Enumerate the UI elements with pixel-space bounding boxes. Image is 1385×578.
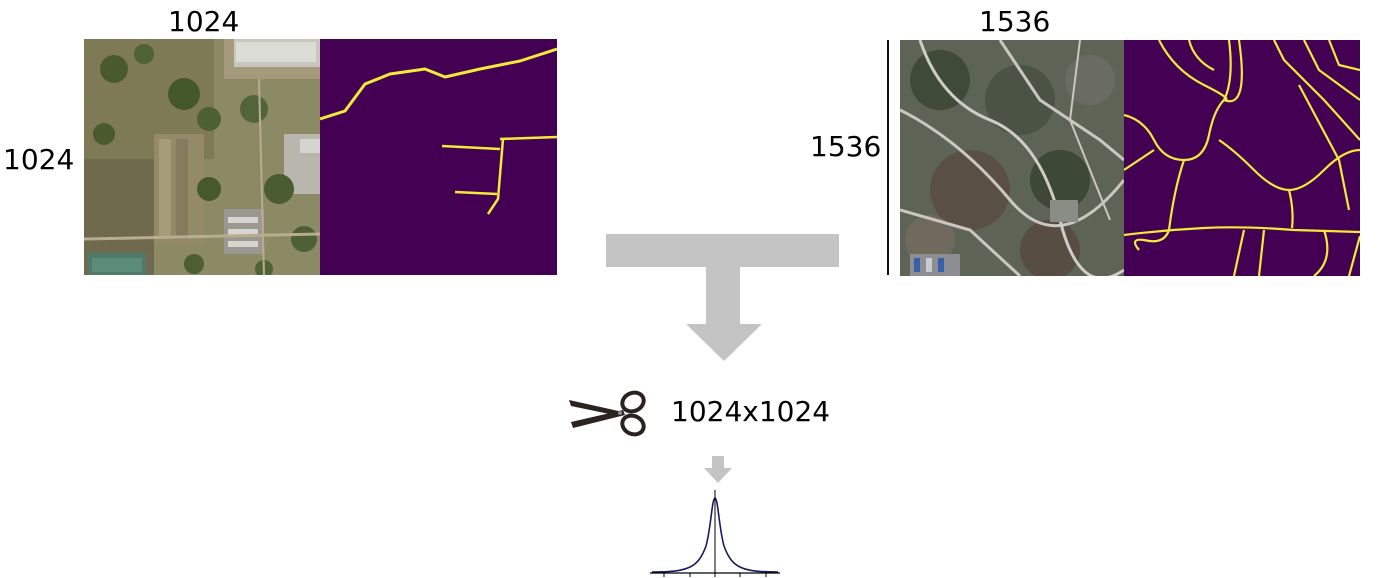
mask-road — [1347, 235, 1360, 276]
mask-road — [1124, 149, 1155, 171]
left-height-label: 1024 — [3, 143, 75, 176]
crop-size-label: 1024x1024 — [671, 395, 831, 428]
mask-road — [1287, 189, 1294, 229]
gaussian-curve-icon — [648, 488, 782, 578]
mask-road — [1298, 84, 1351, 211]
mask-road — [1223, 40, 1243, 103]
mask-road — [1187, 40, 1215, 71]
mask-background — [320, 39, 557, 275]
mask-road — [441, 144, 501, 151]
small-down-arrow — [703, 456, 733, 484]
right-satellite-image — [900, 40, 1124, 276]
scissors-icon — [567, 388, 649, 438]
mask-road — [1313, 229, 1329, 276]
mask-road — [486, 138, 505, 215]
right-height-rule — [887, 40, 889, 275]
right-height-label: 1536 — [810, 130, 882, 163]
left-width-label: 1024 — [168, 5, 240, 38]
mask-road — [320, 47, 557, 121]
mask-road — [1303, 40, 1360, 101]
mask-road — [1257, 229, 1266, 276]
mask-road — [454, 190, 498, 196]
mask-road — [1133, 159, 1186, 251]
merge-arrow — [606, 234, 840, 362]
left-road-mask — [320, 39, 557, 275]
right-road-mask — [1124, 40, 1360, 276]
mask-road — [1232, 229, 1246, 276]
mask-road — [1158, 40, 1228, 102]
mask-road — [499, 135, 557, 141]
mask-road — [1327, 40, 1360, 72]
left-satellite-image — [84, 39, 320, 275]
right-width-label: 1536 — [979, 5, 1051, 38]
mask-road — [1124, 226, 1360, 237]
mask-road — [1273, 40, 1360, 141]
